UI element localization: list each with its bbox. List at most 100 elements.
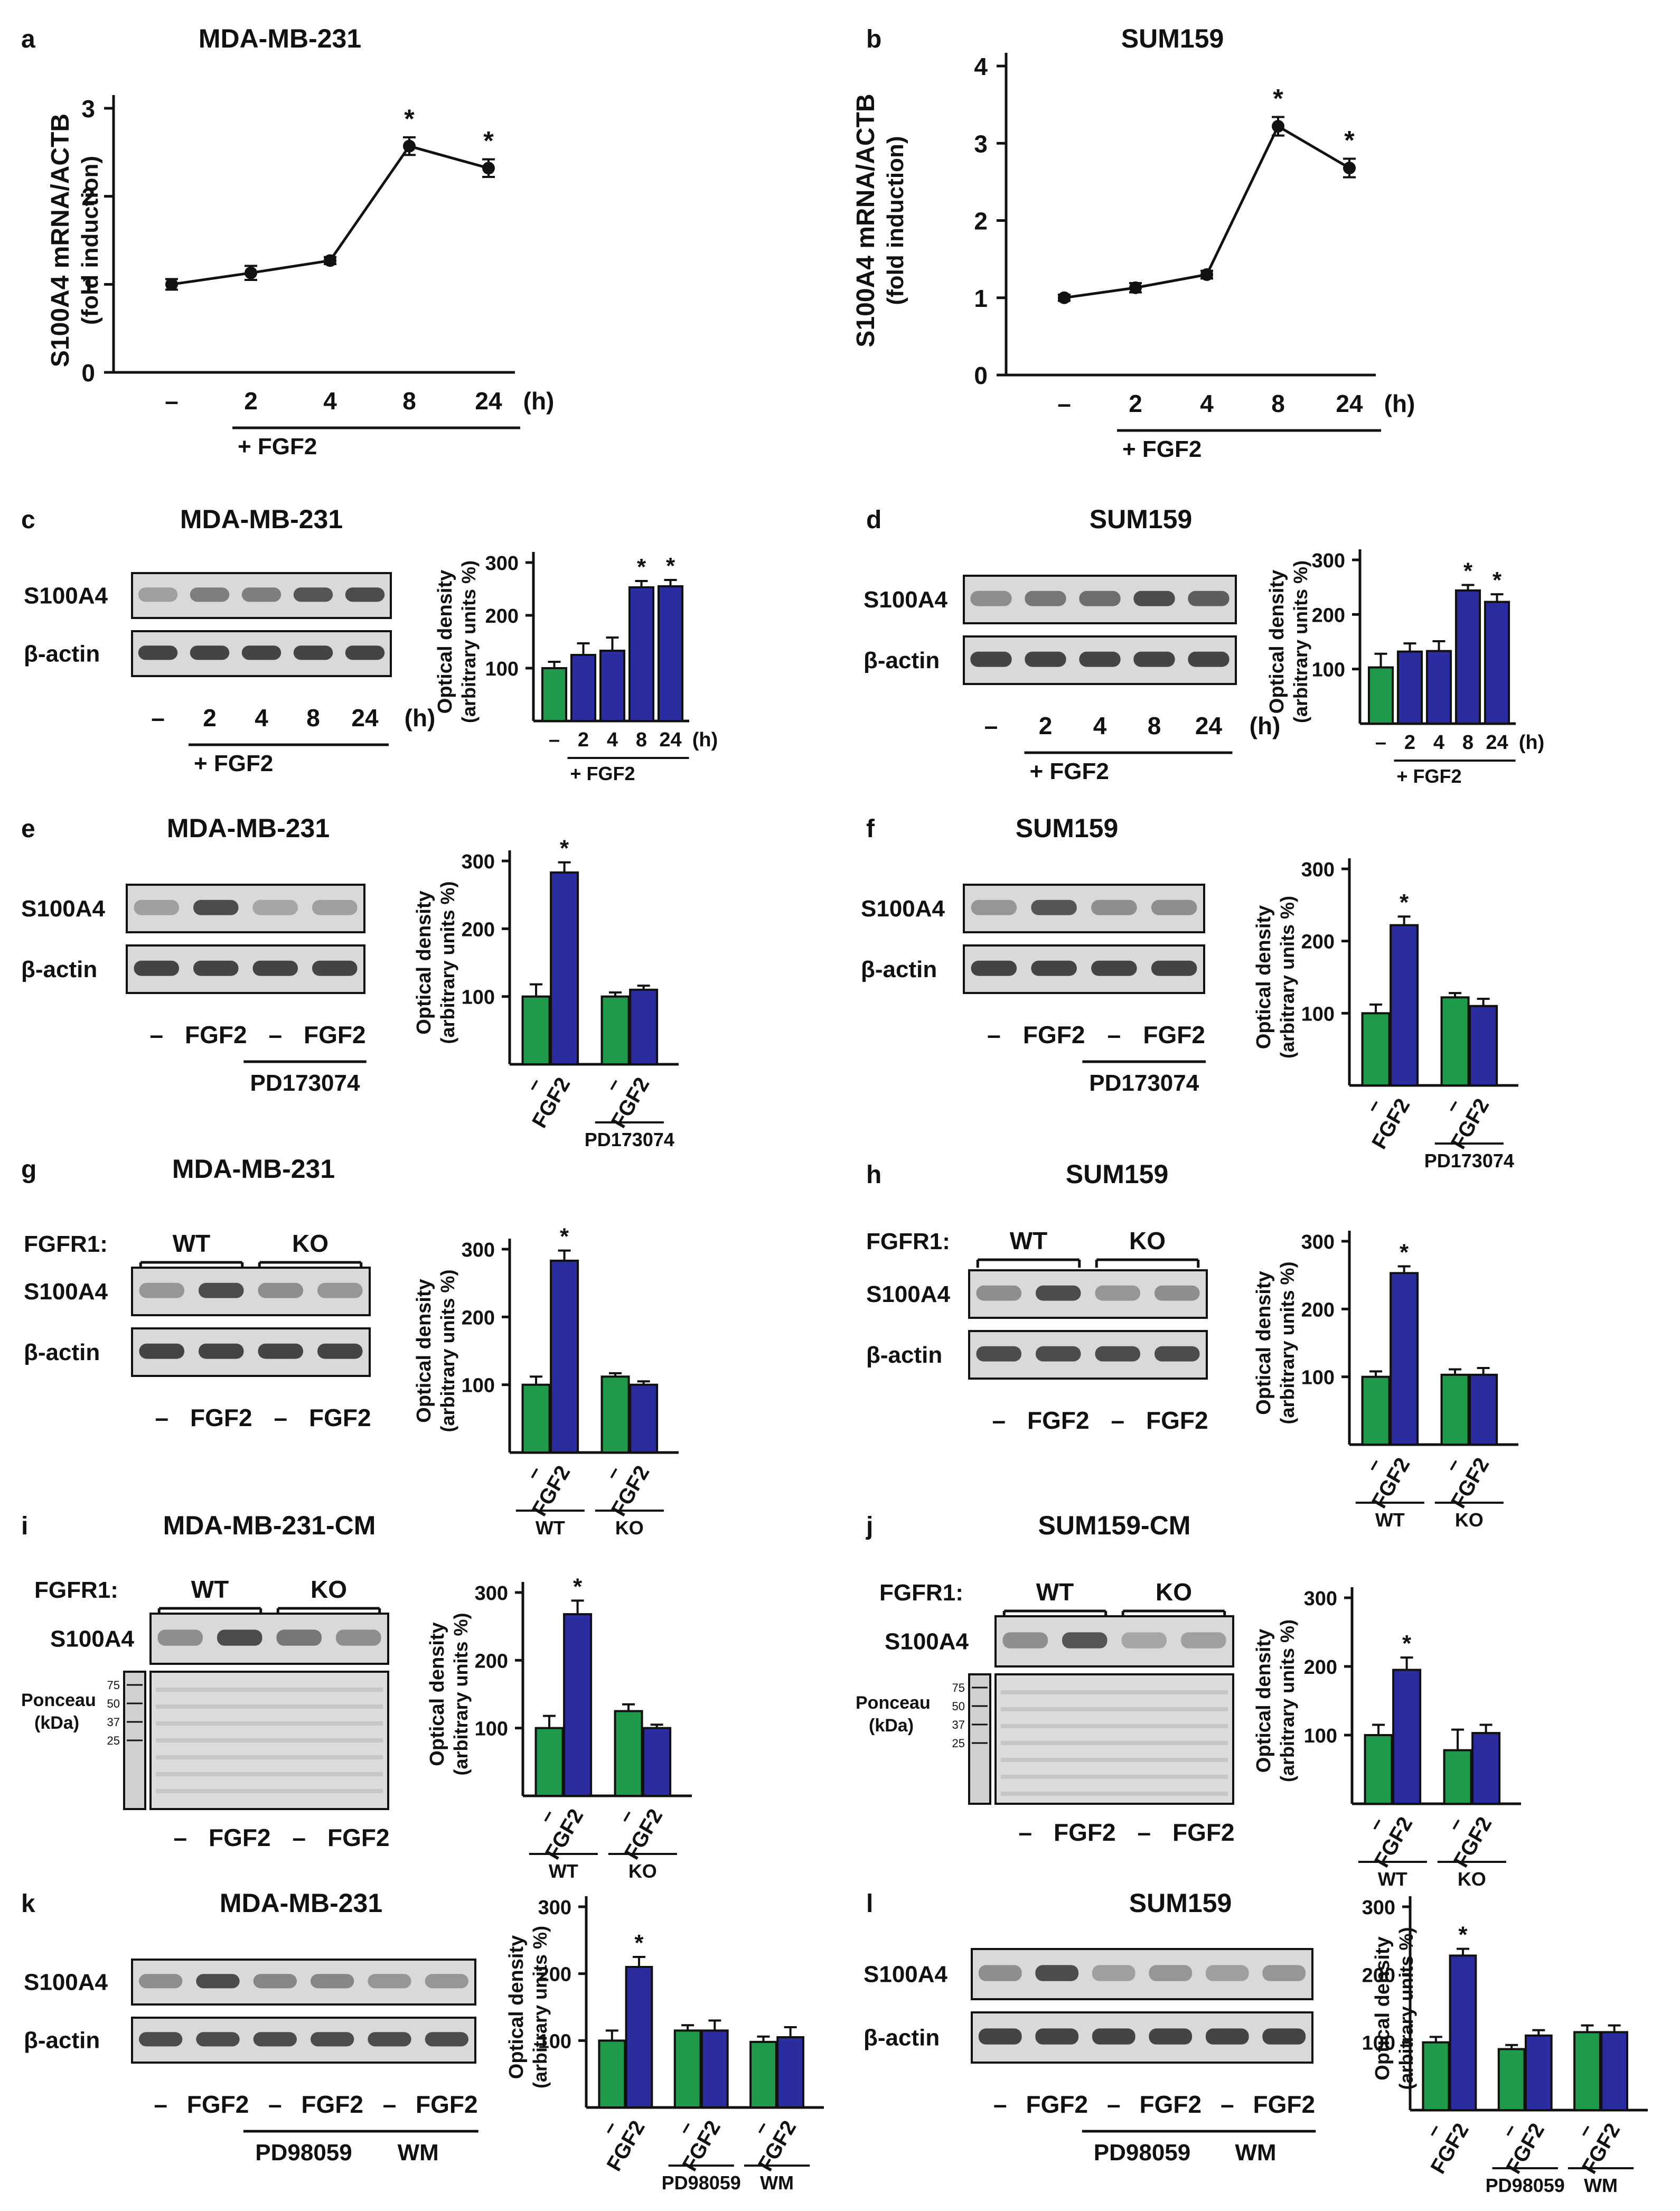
marker-size: 37 bbox=[952, 1718, 965, 1731]
blot-row-label: β-actin bbox=[864, 2025, 940, 2051]
group-label: + FGF2 bbox=[238, 434, 317, 460]
lane-label: FGF2 bbox=[301, 2091, 363, 2118]
y-tick-label: 300 bbox=[1304, 1588, 1337, 1610]
protein-band bbox=[425, 2032, 468, 2047]
protein-band bbox=[196, 2032, 240, 2047]
x-tick-label: 8 bbox=[1462, 732, 1473, 754]
lane-label: FGF2 bbox=[1146, 1407, 1208, 1434]
bar-chart-f: 100 200 300 Optical density (arbitrary units… bbox=[1253, 858, 1518, 1172]
y-tick-label: 200 bbox=[1301, 1299, 1335, 1321]
y-tick-label: 300 bbox=[1301, 859, 1335, 881]
x-tick-label: 2 bbox=[578, 729, 589, 751]
protein-band bbox=[1025, 591, 1066, 606]
protein-band bbox=[1262, 1965, 1306, 1981]
bar-chart-i: 100 200 300 Optical density (arbitrary units… bbox=[426, 1573, 692, 1882]
y-tick-label: 100 bbox=[1362, 2032, 1395, 2055]
protein-band bbox=[138, 645, 178, 660]
panel-letter: k bbox=[21, 1890, 35, 1918]
y-tick-label: 3 bbox=[974, 130, 988, 157]
x-unit-label: (h) bbox=[692, 729, 718, 751]
bar bbox=[1390, 924, 1419, 1086]
lane-label: FGF2 bbox=[327, 1824, 390, 1851]
y-tick-label: 2 bbox=[81, 183, 95, 211]
blot-strip bbox=[963, 884, 1205, 933]
group-label: PD173074 bbox=[1089, 1070, 1199, 1096]
y-axis-label: Optical density bbox=[413, 891, 435, 1034]
bar bbox=[1484, 601, 1510, 725]
y-axis-label: Optical density bbox=[1253, 1271, 1275, 1414]
y-tick-label: 200 bbox=[485, 605, 519, 627]
x-tick-label: 4 bbox=[607, 729, 618, 751]
protein-band bbox=[253, 2032, 297, 2047]
protein-band bbox=[1092, 1965, 1135, 1981]
panel-letter: i bbox=[21, 1512, 28, 1540]
lane-unit: (h) bbox=[405, 704, 436, 732]
protein-band bbox=[1091, 900, 1137, 915]
protein-band bbox=[1025, 651, 1066, 667]
blot-strip bbox=[994, 1615, 1234, 1667]
protein-band bbox=[1092, 2028, 1135, 2045]
protein-band bbox=[1188, 591, 1230, 606]
x-tick-label: – bbox=[534, 1805, 560, 1827]
y-axis-label-2: (arbitrary units %) bbox=[1277, 1261, 1298, 1424]
y-tick-label: 100 bbox=[462, 1375, 495, 1397]
x-tick-label: – bbox=[1440, 1095, 1466, 1117]
bar bbox=[599, 650, 626, 722]
y-axis-label: Optical density bbox=[505, 1935, 528, 2079]
x-tick-label: – bbox=[549, 729, 560, 751]
lane-label: – bbox=[154, 2091, 167, 2118]
y-tick-label: 200 bbox=[475, 1650, 508, 1672]
lane-label: – bbox=[155, 1404, 168, 1431]
bar bbox=[1600, 2031, 1629, 2112]
group-label: PD98059 bbox=[662, 2172, 741, 2194]
bar bbox=[550, 871, 579, 1065]
bar bbox=[1361, 1375, 1391, 1446]
x-tick-label: – bbox=[1360, 1454, 1386, 1476]
lane-label: FGF2 bbox=[209, 1824, 271, 1851]
genotype-label: KO bbox=[1156, 1578, 1192, 1606]
lane-label: – bbox=[151, 704, 165, 732]
y-axis-label: S100A4 mRNA/ACTB bbox=[46, 114, 74, 367]
marker-size: 50 bbox=[952, 1700, 965, 1713]
y-tick-label: 300 bbox=[475, 1582, 508, 1605]
significance-star: * bbox=[637, 554, 646, 580]
x-tick-label: – bbox=[600, 1074, 626, 1095]
marker-size: 50 bbox=[107, 1697, 120, 1710]
blot-row-label: S100A4 bbox=[861, 896, 945, 922]
y-tick-label: 300 bbox=[1301, 1231, 1335, 1253]
bar bbox=[1396, 650, 1423, 725]
x-tick-label: 24 bbox=[475, 387, 502, 415]
panel-letter: b bbox=[866, 25, 881, 53]
lane-label: FGF2 bbox=[1253, 2091, 1315, 2118]
protein-band bbox=[1151, 900, 1197, 915]
panel-letter: l bbox=[866, 1890, 873, 1918]
y-axis-label-2: (arbitrary units %) bbox=[1395, 1927, 1417, 2090]
y-axis-label-2: (arbitrary units %) bbox=[437, 1269, 458, 1432]
protein-band bbox=[1149, 2028, 1193, 2045]
x-tick-label: – bbox=[1375, 732, 1386, 754]
group-label: + FGF2 bbox=[194, 751, 273, 776]
x-tick-label: 24 bbox=[1336, 390, 1363, 417]
ponceau-band bbox=[1001, 1741, 1228, 1745]
blot-row-label: β-actin bbox=[24, 641, 100, 667]
lane-label: – bbox=[292, 1824, 306, 1851]
group-label: WT bbox=[549, 1860, 578, 1882]
group-label: PD98059 bbox=[255, 2140, 352, 2166]
y-tick-label: 300 bbox=[462, 1239, 495, 1261]
bar bbox=[1422, 2041, 1450, 2112]
panel-letter: c bbox=[21, 506, 35, 534]
blot-strip bbox=[968, 1269, 1208, 1319]
significance-star: * bbox=[1402, 1631, 1412, 1656]
bar bbox=[700, 2029, 729, 2109]
genotype-label: WT bbox=[191, 1576, 229, 1603]
y-axis-label-2: (arbitrary units %) bbox=[437, 881, 458, 1044]
lane-label: FGF2 bbox=[1139, 2091, 1202, 2118]
ponceau-label: Ponceau bbox=[856, 1693, 931, 1713]
group-label: WT bbox=[536, 1517, 565, 1539]
protein-band bbox=[1079, 651, 1121, 667]
lane-label: – bbox=[274, 1404, 287, 1431]
x-tick-label: 24 bbox=[1486, 732, 1508, 754]
bar bbox=[614, 1710, 643, 1797]
protein-band bbox=[1262, 2028, 1306, 2045]
